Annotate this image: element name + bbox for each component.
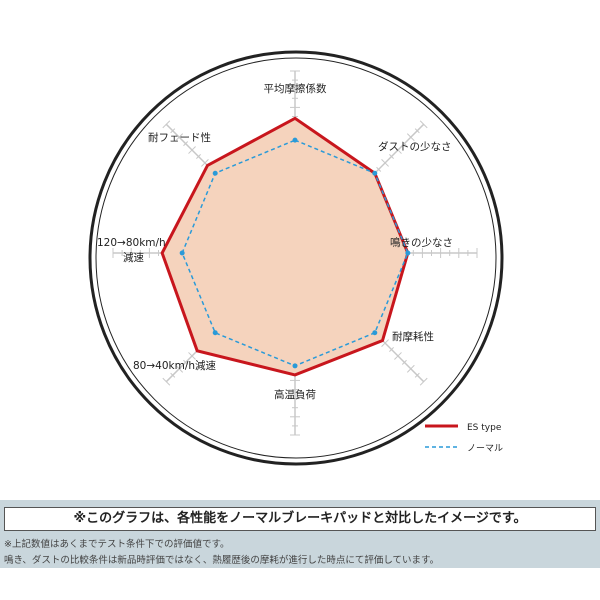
axis-tick bbox=[389, 154, 394, 159]
normal-point bbox=[405, 250, 411, 256]
axis-tick bbox=[170, 372, 176, 378]
axis-tick bbox=[406, 364, 415, 373]
axis-tick bbox=[188, 146, 196, 154]
axis-label: ダストの少なさ bbox=[378, 140, 452, 153]
axis-tick bbox=[196, 154, 201, 159]
inner-ring bbox=[95, 57, 497, 459]
axis-label: 80→40km/h減速 bbox=[133, 359, 217, 372]
axis-tick bbox=[175, 133, 184, 142]
axis-tick bbox=[406, 133, 415, 142]
axis-tick bbox=[183, 141, 189, 147]
axis-tick bbox=[175, 364, 184, 373]
normal-point bbox=[372, 330, 378, 336]
outer-ring bbox=[88, 50, 504, 466]
axis-label: 鳴きの少なさ bbox=[390, 236, 453, 249]
axis-label: 耐摩耗性 bbox=[392, 330, 434, 343]
normal-point bbox=[292, 137, 298, 143]
axis-label: 耐フェード性 bbox=[148, 131, 211, 144]
axis-tick bbox=[419, 377, 428, 386]
axis-tick bbox=[401, 141, 407, 147]
axis-tick bbox=[381, 339, 389, 347]
legend-normal-label: ノーマル bbox=[467, 444, 503, 454]
axis-tick bbox=[183, 359, 189, 365]
axis-tick bbox=[414, 128, 420, 134]
normal-point bbox=[212, 170, 218, 176]
axis-tick bbox=[170, 128, 176, 134]
notes-line1: ※上記数値はあくまでテスト条件下での評価値です。 bbox=[4, 539, 230, 550]
normal-point bbox=[179, 250, 185, 256]
axis-tick bbox=[401, 359, 407, 365]
axis-tick bbox=[414, 372, 420, 378]
axis-tick bbox=[389, 347, 394, 352]
axis-tick bbox=[394, 352, 402, 360]
notes-line2: 鳴き、ダストの比較条件は新品時評価ではなく、熱履歴後の摩耗が進行した時点にて評価… bbox=[4, 555, 440, 566]
axis-tick bbox=[381, 159, 389, 167]
axis-tick bbox=[162, 377, 171, 386]
axis-tick bbox=[419, 120, 428, 129]
axis-tick bbox=[394, 146, 402, 154]
axis-tick bbox=[376, 166, 382, 172]
notes-panel: ※このグラフは、各性能をノーマルブレーキパッドと対比したイメージです。 ※上記数… bbox=[0, 500, 600, 568]
axis-tick bbox=[188, 352, 196, 360]
legend-es-label: ES type bbox=[467, 423, 502, 433]
notes-main: ※このグラフは、各性能をノーマルブレーキパッドと対比したイメージです。 bbox=[4, 507, 596, 531]
normal-point bbox=[212, 330, 218, 336]
axis-label: 平均摩擦係数 bbox=[264, 82, 327, 95]
legend: ES type ノーマル bbox=[425, 423, 503, 454]
axis-label: 高温負荷 bbox=[274, 388, 316, 401]
axis-label: 120→80km/h 減速 bbox=[97, 237, 166, 264]
normal-point bbox=[292, 363, 298, 369]
axis-tick bbox=[201, 159, 209, 167]
axis-tick bbox=[162, 120, 171, 129]
normal-point bbox=[372, 170, 378, 176]
